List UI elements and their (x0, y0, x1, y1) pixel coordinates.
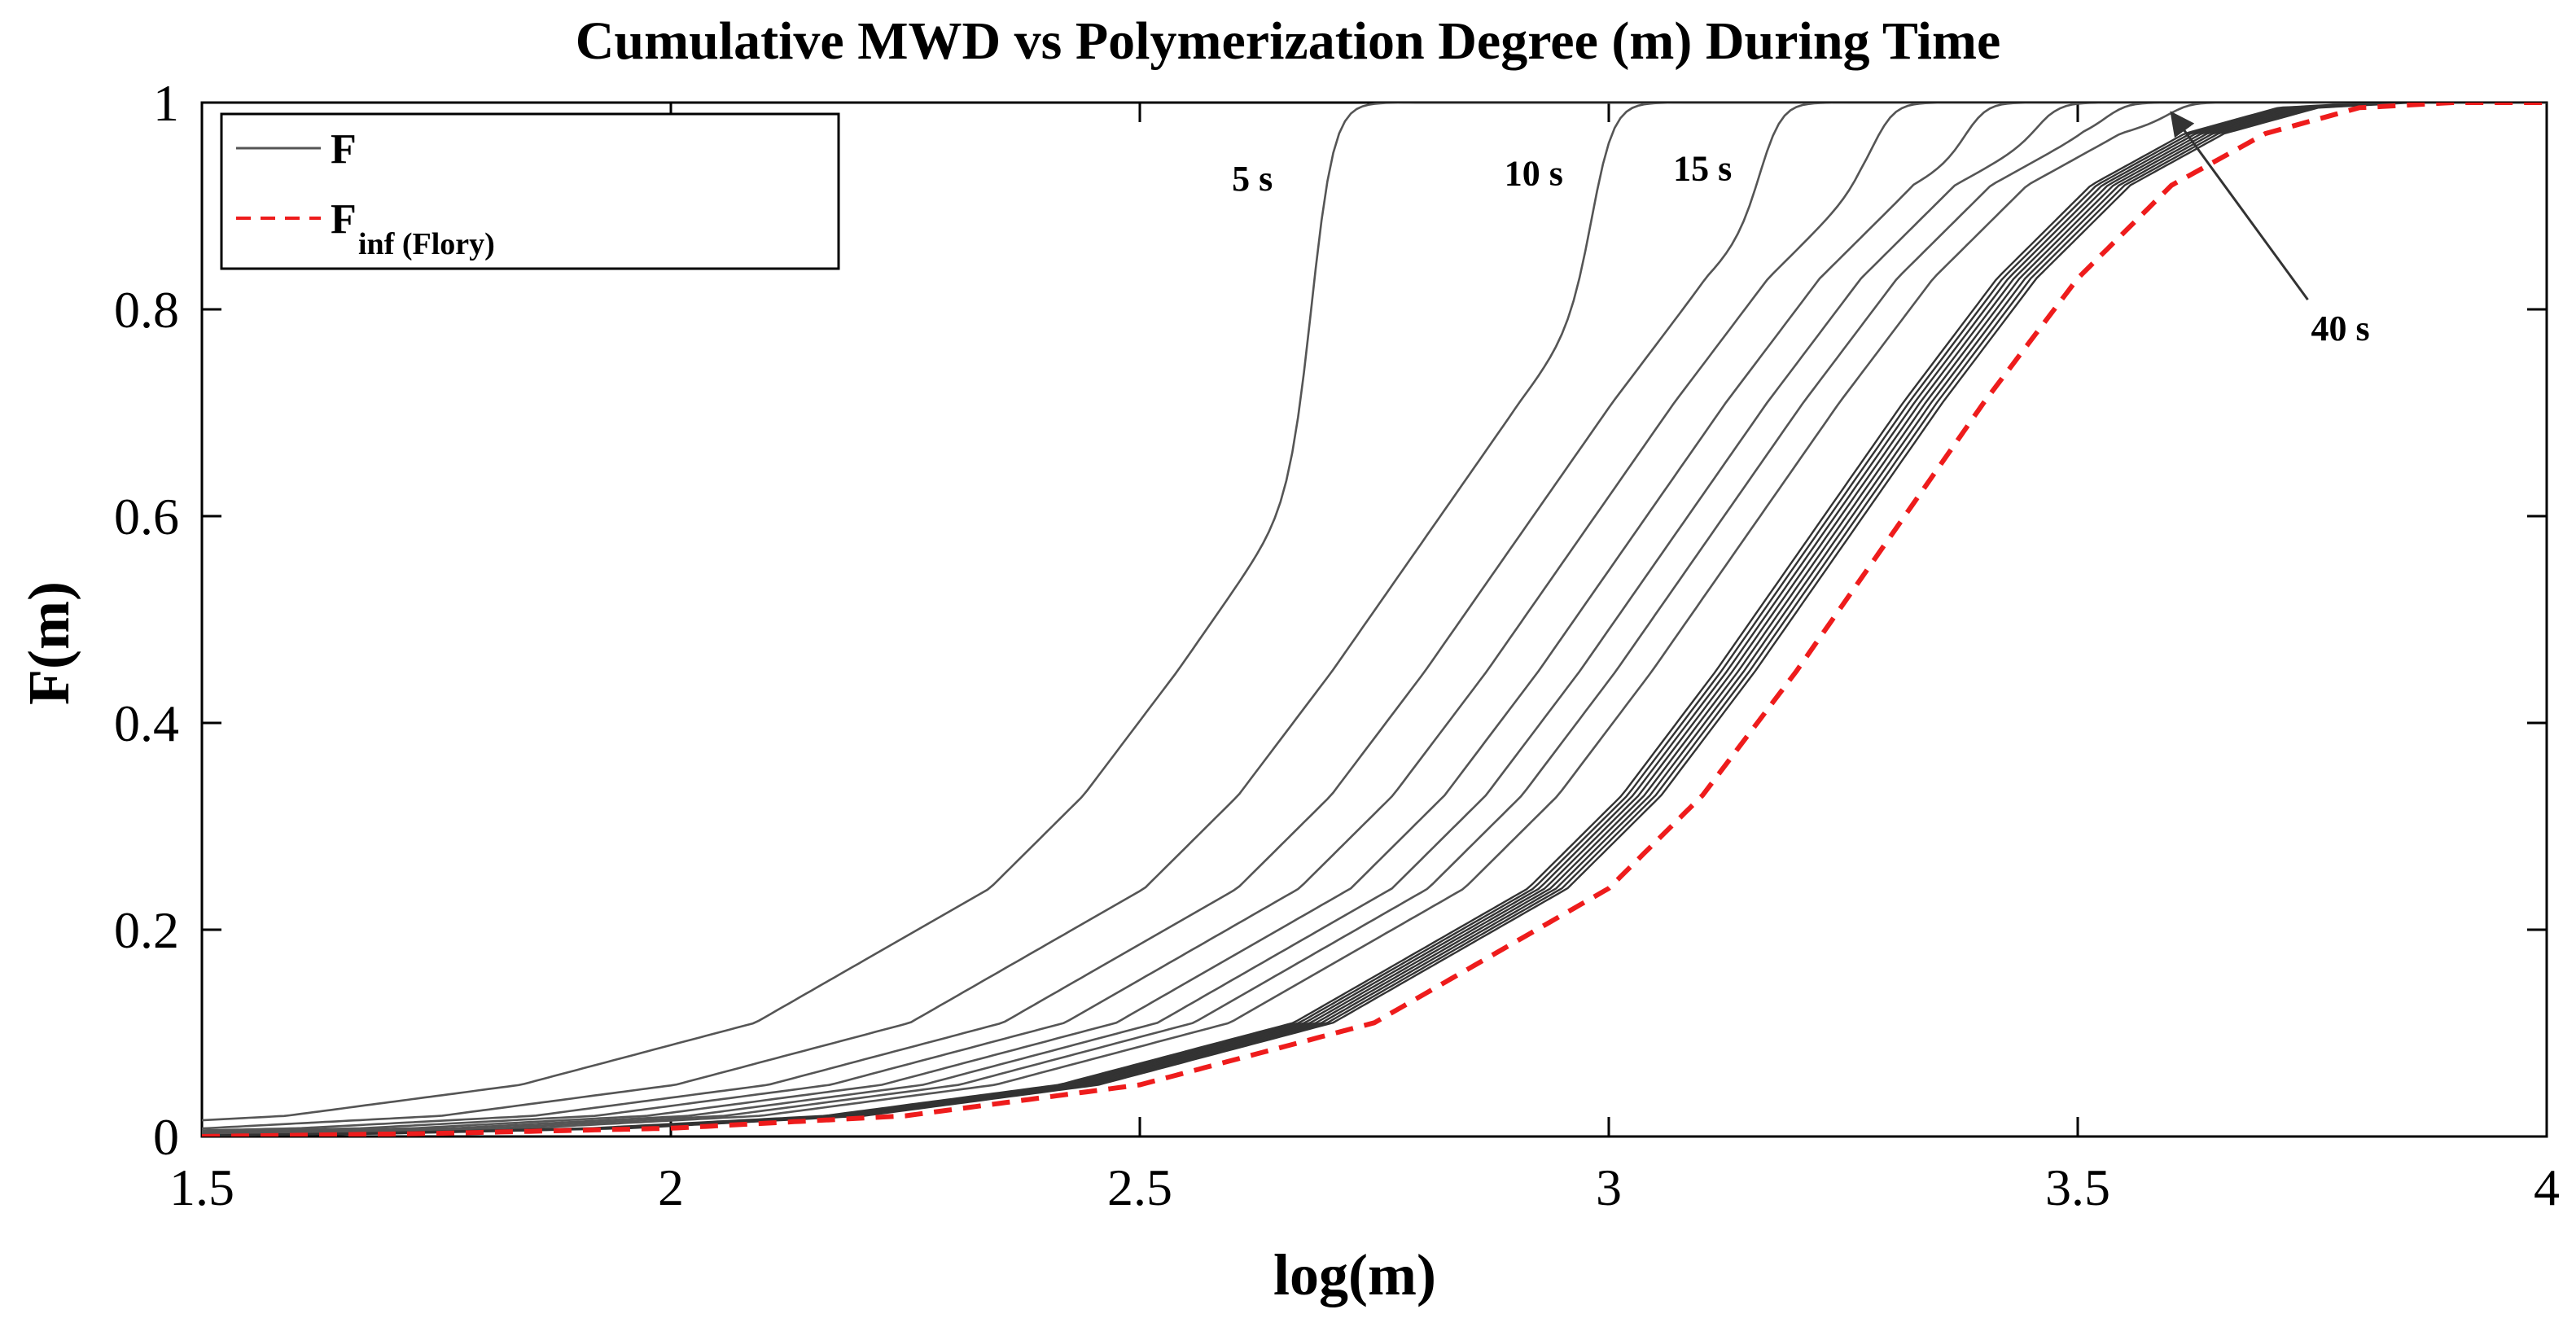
x-tick-labels: 1.5 2 2.5 3 3.5 4 (169, 1158, 2560, 1216)
annotation-label: 10 s (1505, 154, 1563, 194)
x-tick-label: 2.5 (1107, 1158, 1172, 1216)
x-tick-label: 4 (2534, 1158, 2560, 1216)
curve-5s (202, 103, 2547, 1122)
legend-box (220, 112, 840, 270)
curve-10s (202, 103, 2547, 1130)
legend: F F inf (Flory) (220, 112, 840, 270)
curve-15s (202, 103, 2547, 1132)
plot-frame (200, 101, 2548, 1138)
curve-25s (202, 103, 2547, 1134)
x-tick-label: 1.5 (169, 1158, 234, 1216)
y-tick-label: 1 (153, 74, 179, 132)
annotation-arrow (2170, 111, 2309, 300)
annotation-label: 15 s (1673, 148, 1732, 188)
legend-subscript-flory: inf (Flory) (358, 227, 495, 261)
annotations: 5 s 10 s 15 s 40 s (1232, 111, 2370, 348)
y-tick-label: 0 (153, 1108, 179, 1166)
y-axis-label: F(m) (16, 581, 81, 705)
x-tick-label: 3 (1596, 1158, 1622, 1216)
chart-title: Cumulative MWD vs Polymerization Degree … (576, 11, 2001, 71)
x-tick-label: 2 (658, 1158, 684, 1216)
y-tick-label: 0.2 (114, 901, 179, 959)
curves (202, 103, 2547, 1136)
y-tick-label: 0.4 (114, 694, 179, 752)
y-tick-label: 0.8 (114, 281, 179, 339)
x-axis-label: log(m) (1273, 1242, 1436, 1307)
curve-35s (202, 103, 2547, 1136)
curve-20s (202, 103, 2547, 1133)
annotation-label: 5 s (1232, 159, 1273, 199)
curve-30s (202, 103, 2547, 1135)
y-tick-label: 0.6 (114, 488, 179, 545)
x-tick-label: 3.5 (2045, 1158, 2110, 1216)
y-tick-labels: 0 0.2 0.4 0.6 0.8 1 (114, 74, 179, 1166)
legend-label-f: F (331, 126, 357, 173)
flory-curve (202, 103, 2547, 1136)
annotation-label: 40 s (2311, 309, 2369, 348)
curve-40s (202, 103, 2547, 1136)
legend-label-flory: F (331, 196, 357, 243)
